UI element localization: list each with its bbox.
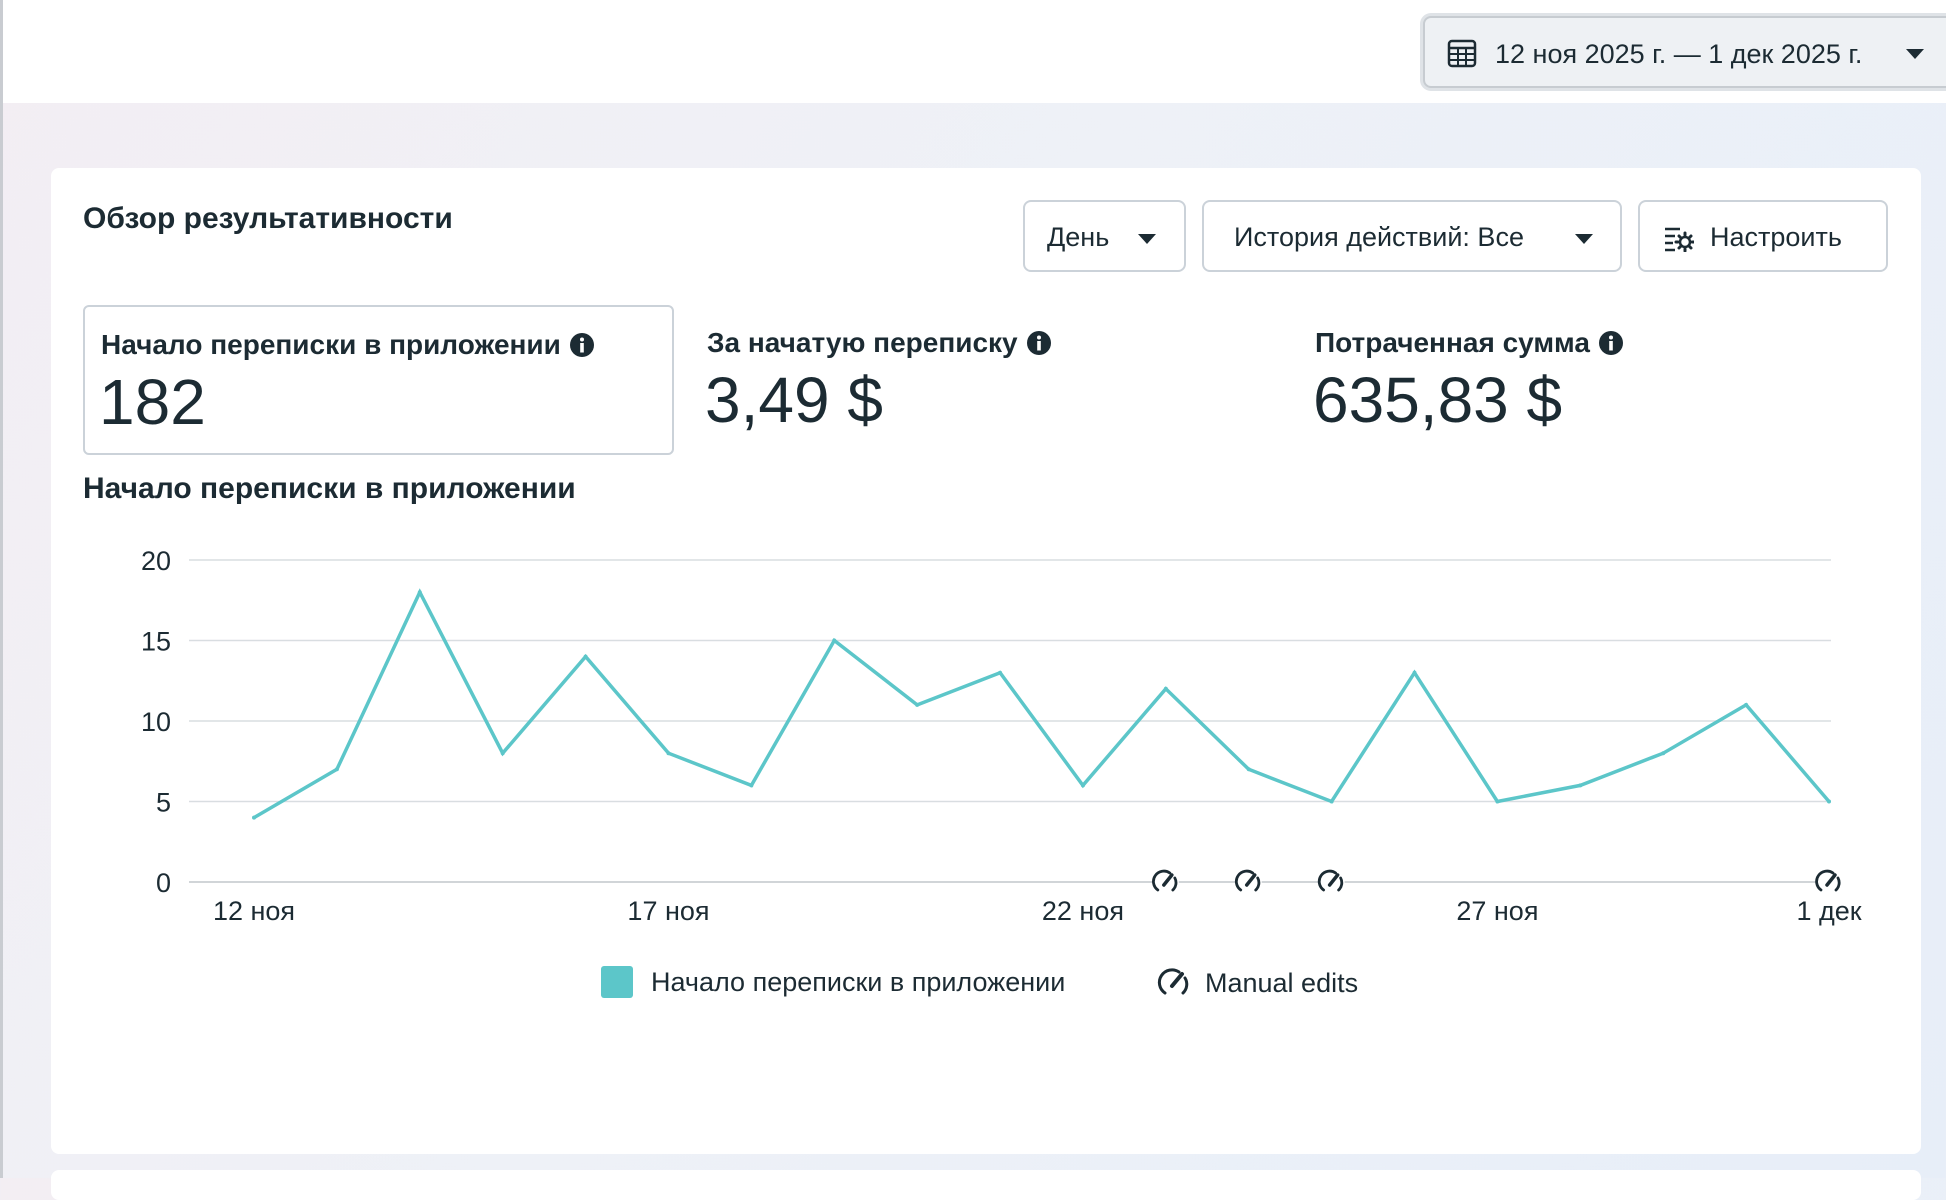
calendar-icon	[1447, 39, 1477, 68]
manual-edit-marker	[1317, 869, 1345, 895]
metric-conversations-started[interactable]: Начало переписки в приложении 182	[83, 305, 674, 455]
metric-label: Потраченная сумма	[1315, 327, 1590, 358]
manual-edit-marker	[1152, 869, 1179, 895]
manual-edit-marker	[1815, 869, 1842, 895]
performance-overview-card: Обзор результативности День История дейс…	[51, 168, 1921, 1154]
x-tick-label: 22 ноя	[1042, 896, 1124, 926]
metric-label-wrapper: За начатую переписку	[707, 327, 1052, 359]
metric-value: 3,49 $	[705, 364, 883, 436]
granularity-label: День	[1047, 222, 1110, 252]
data-point	[1080, 783, 1085, 788]
legend-swatch	[601, 966, 633, 998]
data-point	[915, 702, 920, 707]
data-point	[1578, 783, 1583, 788]
settings-list-icon	[1665, 227, 1694, 252]
data-point	[500, 751, 505, 756]
chevron-down-icon	[1575, 234, 1593, 244]
manual-edit-icon	[1157, 968, 1189, 995]
granularity-dropdown[interactable]: День	[1023, 200, 1186, 272]
window-left-border	[0, 0, 3, 1178]
data-point	[1495, 799, 1500, 804]
metric-label-wrapper: Начало переписки в приложении	[101, 329, 595, 361]
data-point	[252, 815, 256, 820]
y-tick-label: 15	[141, 627, 171, 657]
legend-series-label: Начало переписки в приложении	[651, 966, 1066, 997]
legend-manual-label: Manual edits	[1205, 967, 1359, 998]
legend-item-series[interactable]: Начало переписки в приложении	[601, 966, 1065, 998]
data-point	[832, 638, 837, 643]
y-tick-label: 20	[141, 546, 171, 576]
customize-button[interactable]: Настроить	[1638, 200, 1888, 272]
data-point	[583, 654, 588, 659]
x-tick-label: 17 ноя	[627, 896, 709, 926]
data-point	[666, 751, 671, 756]
y-tick-label: 5	[156, 788, 171, 818]
x-tick-label: 27 ноя	[1456, 896, 1538, 926]
series-line	[253, 588, 1831, 820]
info-icon[interactable]	[1026, 330, 1052, 356]
metric-amount-spent[interactable]: Потраченная сумма 635,83 $	[1299, 305, 1859, 455]
info-icon[interactable]	[1598, 330, 1624, 356]
customize-label: Настроить	[1710, 222, 1842, 252]
next-card	[51, 1170, 1921, 1200]
chart-legend: Начало переписки в приложении Manual edi…	[51, 966, 1921, 1006]
metric-value: 635,83 $	[1313, 364, 1563, 436]
date-range-label: 12 ноя 2025 г. — 1 дек 2025 г.	[1495, 39, 1863, 69]
info-icon[interactable]	[569, 332, 595, 358]
metric-value: 182	[99, 366, 206, 438]
data-point	[1744, 702, 1749, 707]
y-tick-label: 0	[156, 868, 171, 898]
x-tick-label: 12 ноя	[213, 896, 295, 926]
data-point	[1329, 799, 1334, 804]
chart-title: Начало переписки в приложении	[83, 472, 576, 505]
data-point	[1661, 751, 1666, 756]
data-point	[749, 783, 754, 788]
data-point	[334, 767, 339, 772]
data-point	[1412, 670, 1417, 675]
manual-edit-marker	[1234, 869, 1262, 895]
top-bar: 12 ноя 2025 г. — 1 дек 2025 г.	[3, 0, 1946, 103]
data-point	[1163, 686, 1168, 691]
legend-item-manual-edits[interactable]: Manual edits	[1157, 966, 1358, 1000]
data-point	[1827, 799, 1831, 804]
y-tick-label: 10	[141, 707, 171, 737]
metric-label: За начатую переписку	[707, 327, 1018, 358]
history-label: История действий: Все	[1234, 222, 1524, 252]
metric-cost-per-conversation[interactable]: За начатую переписку 3,49 $	[691, 305, 1251, 455]
data-point	[998, 670, 1003, 675]
chevron-down-icon	[1906, 49, 1924, 59]
metric-label: Начало переписки в приложении	[101, 329, 561, 360]
metric-label-wrapper: Потраченная сумма	[1315, 327, 1624, 359]
x-tick-label: 1 дек	[1796, 896, 1861, 926]
data-point	[417, 590, 422, 595]
line-chart: 0 5 10 15 20 12 ноя 17 ноя 22 ноя 27 ноя 1 дек	[141, 546, 1862, 926]
chevron-down-icon	[1138, 234, 1156, 244]
date-range-picker[interactable]: 12 ноя 2025 г. — 1 дек 2025 г.	[1423, 16, 1946, 88]
card-title: Обзор результативности	[83, 202, 453, 235]
history-dropdown[interactable]: История действий: Все	[1202, 200, 1622, 272]
data-point	[1246, 767, 1251, 772]
